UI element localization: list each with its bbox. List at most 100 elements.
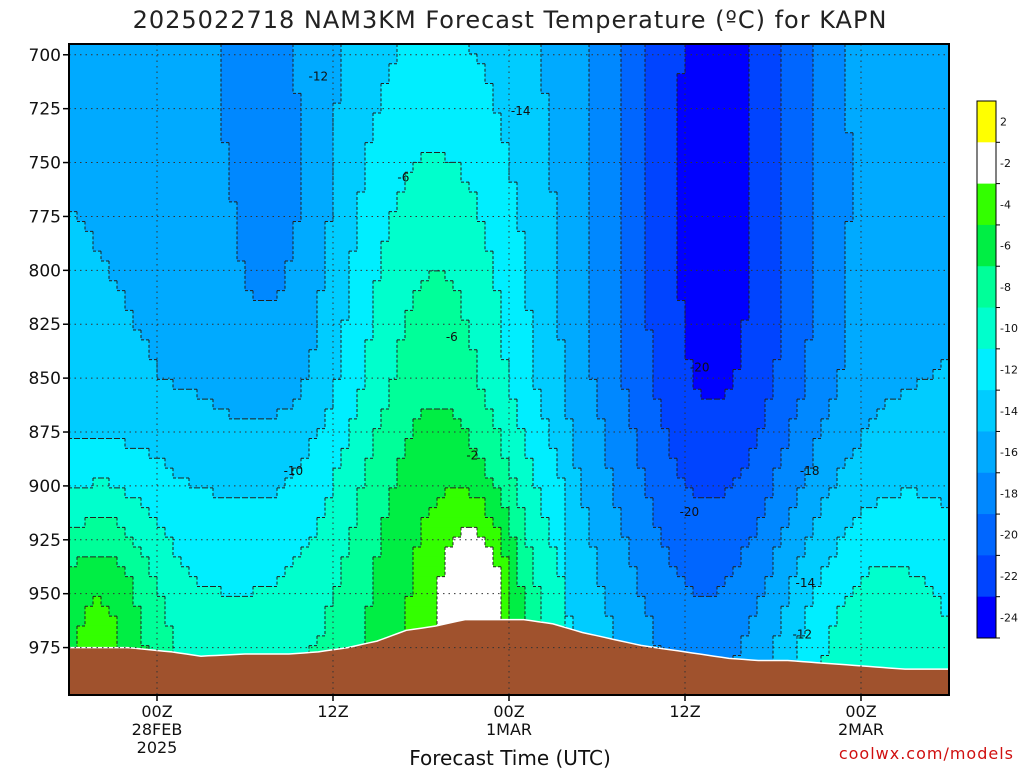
- temperature-cell: [93, 497, 102, 509]
- temperature-cell: [125, 596, 134, 607]
- temperature-cell: [381, 428, 390, 440]
- temperature-cell: [397, 310, 406, 321]
- temperature-cell: [389, 625, 398, 637]
- temperature-cell: [453, 349, 462, 361]
- temperature-cell: [509, 261, 518, 272]
- temperature-cell: [429, 349, 438, 361]
- temperature-cell: [109, 507, 118, 519]
- temperature-cell: [389, 172, 398, 183]
- temperature-cell: [109, 182, 118, 193]
- temperature-cell: [333, 596, 342, 607]
- temperature-cell: [221, 418, 230, 430]
- temperature-cell: [517, 83, 526, 94]
- temperature-cell: [221, 241, 230, 252]
- temperature-cell: [645, 241, 654, 252]
- temperature-cell: [261, 566, 270, 578]
- temperature-cell: [445, 320, 454, 331]
- temperature-cell: [405, 231, 414, 242]
- temperature-cell: [197, 172, 206, 183]
- temperature-cell: [141, 320, 150, 331]
- temperature-cell: [285, 93, 294, 104]
- temperature-cell: [189, 359, 198, 371]
- temperature-cell: [365, 300, 374, 311]
- temperature-cell: [613, 241, 622, 252]
- temperature-cell: [181, 339, 190, 351]
- temperature-cell: [173, 487, 182, 499]
- temperature-cell: [237, 547, 246, 558]
- temperature-cell: [373, 478, 382, 489]
- temperature-cell: [429, 566, 438, 578]
- temperature-cell: [445, 517, 454, 528]
- temperature-cell: [149, 261, 158, 272]
- temperature-cell: [157, 576, 166, 588]
- temperature-cell: [253, 280, 262, 292]
- temperature-cell: [573, 63, 582, 75]
- temperature-cell: [445, 616, 454, 627]
- temperature-cell: [117, 83, 126, 94]
- temperature-cell: [669, 191, 678, 203]
- temperature-cell: [109, 172, 118, 183]
- temperature-cell: [181, 241, 190, 252]
- temperature-cell: [109, 478, 118, 489]
- temperature-cell: [357, 468, 366, 479]
- temperature-cell: [629, 556, 638, 568]
- temperature-cell: [133, 221, 142, 233]
- temperature-cell: [645, 547, 654, 558]
- temperature-cell: [197, 478, 206, 489]
- temperature-cell: [429, 359, 438, 371]
- temperature-cell: [485, 310, 494, 321]
- temperature-cell: [645, 349, 654, 361]
- temperature-cell: [581, 556, 590, 568]
- temperature-cell: [125, 122, 134, 134]
- temperature-cell: [397, 103, 406, 114]
- temperature-cell: [309, 261, 318, 272]
- temperature-cell: [373, 221, 382, 233]
- temperature-cell: [149, 339, 158, 351]
- temperature-cell: [493, 280, 502, 292]
- temperature-cell: [661, 349, 670, 361]
- temperature-cell: [117, 448, 126, 459]
- temperature-cell: [413, 537, 422, 548]
- temperature-cell: [285, 191, 294, 203]
- temperature-cell: [533, 379, 542, 390]
- temperature-cell: [493, 408, 502, 420]
- temperature-cell: [317, 408, 326, 420]
- temperature-cell: [221, 53, 230, 65]
- temperature-cell: [365, 241, 374, 252]
- temperature-cell: [85, 576, 94, 588]
- temperature-cell: [613, 231, 622, 242]
- temperature-cell: [261, 270, 270, 282]
- temperature-cell: [525, 507, 534, 519]
- temperature-cell: [581, 507, 590, 519]
- temperature-cell: [493, 142, 502, 154]
- temperature-cell: [325, 369, 334, 380]
- temperature-cell: [261, 261, 270, 272]
- temperature-cell: [565, 438, 574, 450]
- temperature-cell: [117, 300, 126, 311]
- temperature-cell: [597, 586, 606, 597]
- temperature-cell: [261, 537, 270, 548]
- temperature-cell: [173, 458, 182, 469]
- temperature-cell: [173, 359, 182, 371]
- temperature-cell: [309, 162, 318, 173]
- temperature-cell: [629, 616, 638, 627]
- temperature-cell: [149, 566, 158, 578]
- temperature-cell: [581, 616, 590, 627]
- temperature-cell: [565, 468, 574, 479]
- temperature-cell: [325, 280, 334, 292]
- temperature-cell: [477, 359, 486, 371]
- temperature-cell: [661, 231, 670, 242]
- temperature-cell: [629, 389, 638, 400]
- temperature-cell: [605, 507, 614, 519]
- temperature-cell: [573, 438, 582, 450]
- temperature-cell: [645, 211, 654, 223]
- temperature-cell: [661, 379, 670, 390]
- temperature-cell: [173, 606, 182, 617]
- temperature-cell: [173, 113, 182, 124]
- temperature-cell: [629, 635, 638, 647]
- temperature-cell: [461, 448, 470, 459]
- temperature-cell: [285, 478, 294, 489]
- temperature-cell: [453, 201, 462, 213]
- temperature-cell: [309, 251, 318, 262]
- temperature-cell: [189, 389, 198, 400]
